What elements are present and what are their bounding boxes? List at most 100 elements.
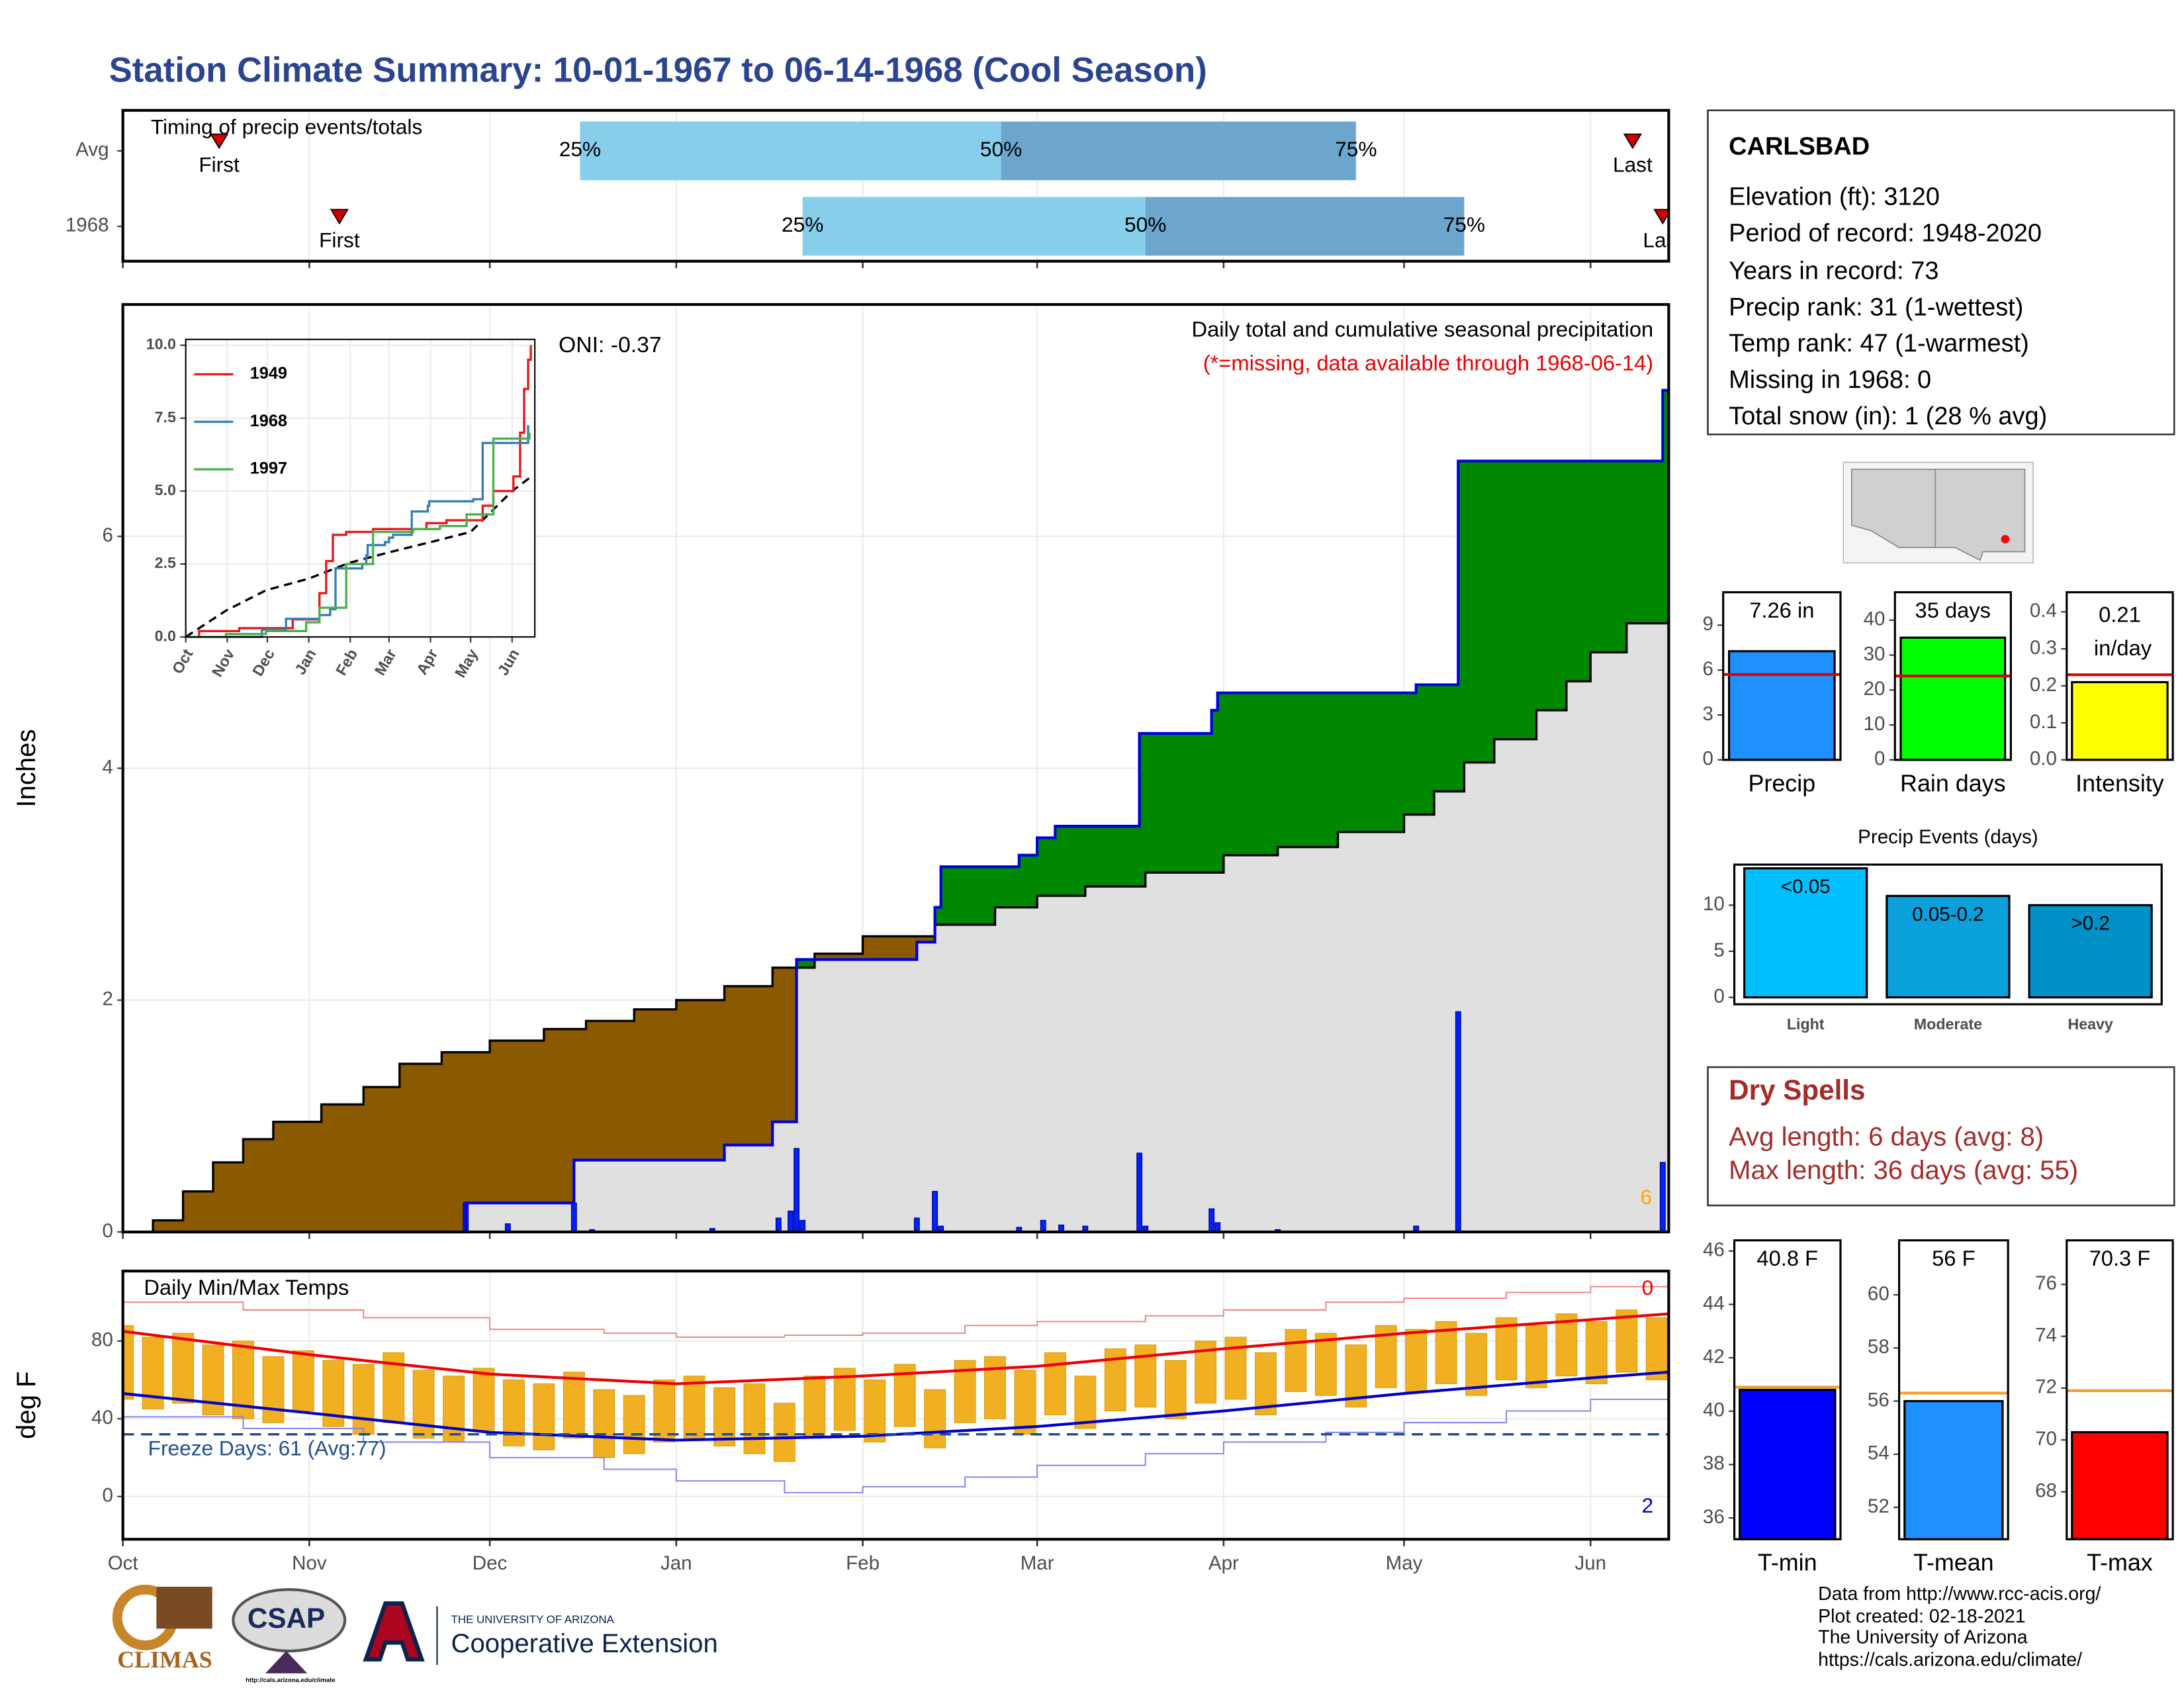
csap-url: http://cals.arizona.edu/climate — [246, 1677, 335, 1684]
y-tick-label: 44 — [1703, 1292, 1725, 1314]
y-tick-label: 0 — [1874, 748, 1885, 770]
ua-logo — [363, 1601, 425, 1662]
record-low-count: 2 — [1642, 1493, 1654, 1517]
dry-spells-line: Max length: 36 days (avg: 55) — [1729, 1156, 2078, 1185]
plot-background — [185, 339, 535, 637]
first-label: First — [199, 152, 240, 176]
daily-range-bar — [864, 1380, 886, 1443]
timeline-title: Timing of precip events/totals — [151, 115, 422, 138]
daily-range-bar — [563, 1372, 585, 1439]
freeze-label: Freeze Days: 61 (Avg:77) — [148, 1436, 387, 1460]
daily-bar — [570, 1202, 577, 1233]
daily-range-bar — [502, 1380, 525, 1446]
x-tick-label: Nov — [292, 1552, 327, 1574]
daily-range-bar — [1014, 1370, 1036, 1435]
y-tick-label: 5.0 — [155, 481, 176, 498]
normal-min-line — [122, 1370, 1669, 1442]
plot-frame — [1893, 591, 2012, 761]
value-label: 40.8 F — [1756, 1246, 1818, 1270]
x-tick-label: Dec — [473, 1552, 508, 1574]
daily-range-bar — [1525, 1325, 1547, 1388]
plot-frame — [1733, 863, 2163, 1006]
x-tick-label: Feb — [846, 1552, 880, 1574]
footer-line: The University of Arizona — [1818, 1627, 2028, 1648]
daily-bar — [1455, 1011, 1461, 1233]
climas-emblem-block — [156, 1587, 212, 1629]
temperature-marks — [122, 1282, 1669, 1493]
plot-frame — [1722, 591, 1842, 761]
y-tick-label: 80 — [91, 1329, 113, 1351]
common-area — [122, 600, 1669, 1233]
daily-bar — [775, 1217, 782, 1233]
bar — [1886, 894, 2011, 999]
extension-name: Cooperative Extension — [451, 1629, 718, 1658]
row-label: 1968 — [66, 214, 109, 236]
legend-label: 1949 — [250, 364, 287, 383]
daily-range-bar — [1585, 1321, 1608, 1384]
upper-half-bar — [1145, 197, 1465, 256]
footer-line: https://cals.arizona.edu/climate/ — [1818, 1649, 2082, 1670]
y-tick-label: 40 — [1703, 1399, 1725, 1421]
observed-line — [122, 389, 1669, 1234]
y-tick-label: 0.3 — [2030, 637, 2057, 659]
percentile-label: 50% — [980, 137, 1022, 161]
percentile-label: 50% — [1124, 212, 1166, 236]
bar-label: 0.05-0.2 — [1912, 904, 1983, 925]
bar — [2071, 1430, 2169, 1540]
daily-range-bar — [443, 1376, 465, 1443]
value-label: 35 days — [1915, 598, 1991, 622]
daily-range-bar — [1074, 1376, 1097, 1429]
upper-half-bar — [1001, 121, 1356, 181]
x-tick-label: Oct — [108, 1552, 138, 1574]
value-label: 0.21 in/day — [2088, 602, 2152, 660]
map-new-mexico — [1934, 469, 2026, 561]
y-tick-label: 9 — [1703, 613, 1713, 635]
average-line — [185, 477, 531, 638]
plot-frame — [121, 109, 1670, 263]
x-tick-label: Intensity — [2075, 770, 2164, 796]
bar — [1743, 867, 1868, 999]
x-tick-label: Apr — [1208, 1552, 1239, 1574]
timeline-rows: 25% 50% 75% First Last 25% 50% 75% First Last — [199, 121, 1669, 256]
daily-range-bar — [352, 1364, 375, 1435]
y-tick-label: 7.5 — [155, 408, 176, 426]
plot-frame — [121, 303, 1670, 1234]
y-tick-label: 10 — [1864, 713, 1886, 735]
daily-range-bar — [1405, 1329, 1428, 1392]
daily-range-bar — [683, 1376, 705, 1439]
value-label: 70.3 F — [2089, 1246, 2151, 1270]
record-high-line — [122, 1282, 1669, 1338]
x-tick-label: Heavy — [2068, 1015, 2113, 1033]
daily-range-bar — [1255, 1352, 1277, 1415]
y-axis-label: deg F — [12, 1371, 41, 1439]
y-tick-label: 20 — [1864, 678, 1886, 700]
x-tick-label: T-max — [2087, 1550, 2153, 1576]
legend-label: 1968 — [250, 412, 287, 430]
first-marker — [209, 133, 229, 150]
normal-max-line — [122, 1312, 1669, 1385]
daily-range-bar — [833, 1368, 856, 1431]
daily-range-bar — [262, 1356, 285, 1423]
x-tick-label: T-mean — [1913, 1550, 1994, 1576]
plot-frame — [1733, 1239, 1842, 1540]
station-line: Missing in 1968: 0 — [1729, 366, 1931, 394]
y-tick-label: 36 — [1703, 1506, 1725, 1528]
plot-frame — [1897, 1239, 2009, 1540]
chart-title: Daily Min/Max Temps — [144, 1275, 349, 1299]
percentile-label: 25% — [559, 137, 601, 161]
station-dot — [2001, 535, 2010, 543]
plot-frame — [121, 1270, 1670, 1541]
y-tick-label: 68 — [2035, 1479, 2057, 1501]
station-line: Period of record: 1948-2020 — [1729, 220, 2042, 248]
x-tick-label: Jan — [660, 1552, 692, 1574]
dry-spells-box — [1707, 1066, 2175, 1207]
daily-range-bar — [1285, 1329, 1307, 1392]
dry-spells-line: Avg length: 6 days (avg: 8) — [1729, 1122, 2044, 1151]
y-tick-label: 6 — [102, 524, 113, 546]
row-label: Avg — [75, 139, 109, 161]
y-tick-label: 10 — [1703, 893, 1725, 915]
station-line: Years in record: 73 — [1729, 257, 1938, 285]
x-tick-label: Precip — [1749, 770, 1816, 796]
